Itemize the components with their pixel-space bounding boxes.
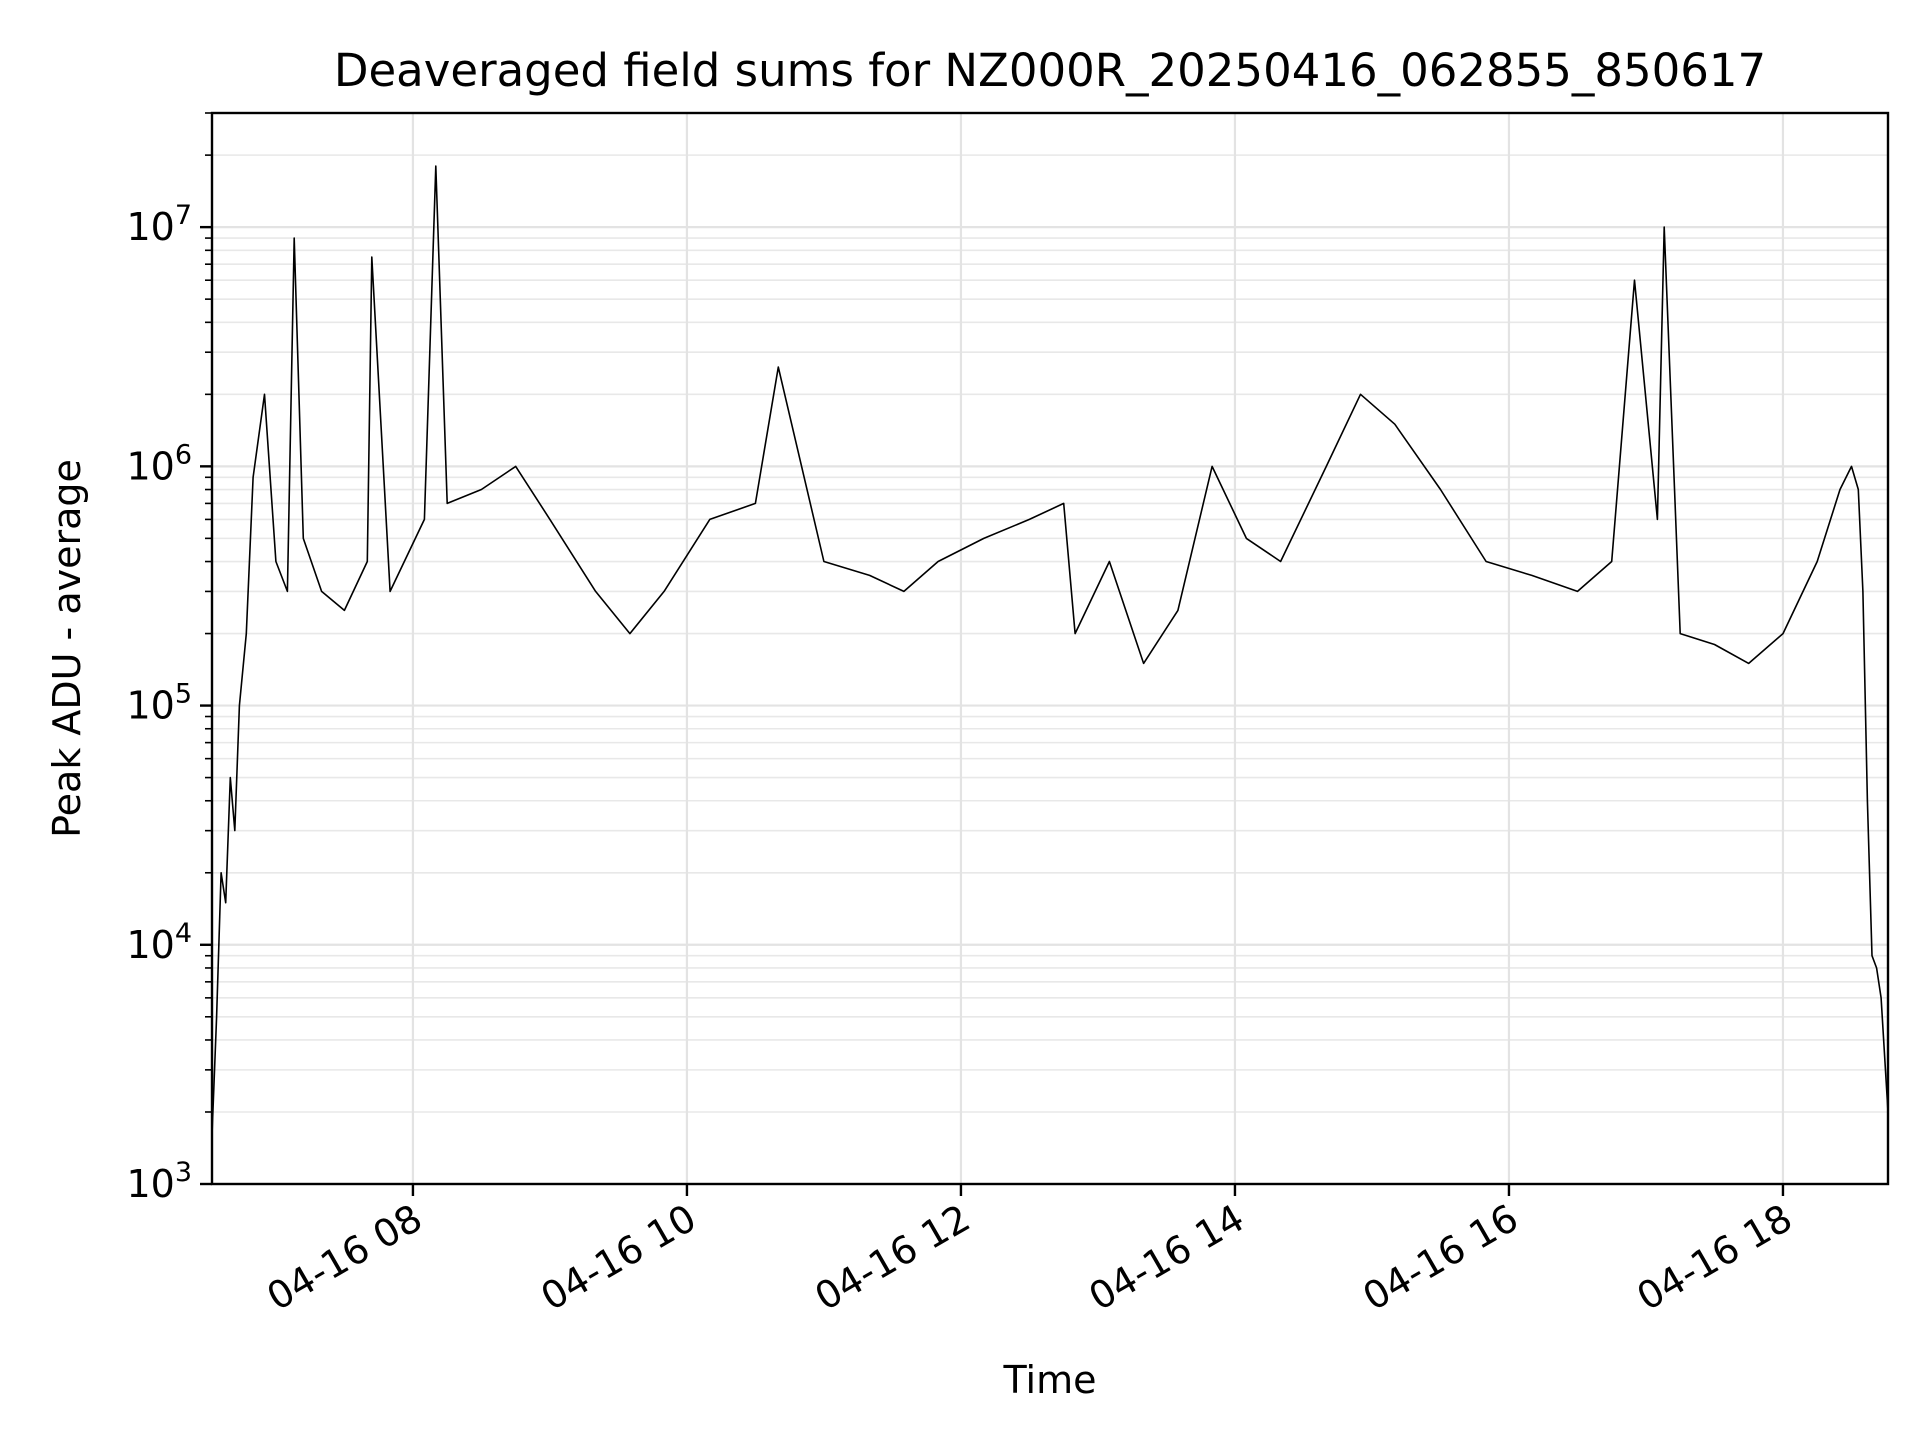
grid-layer [212,112,1888,1186]
y-axis: 103 104 105 106 107 [126,112,212,1206]
x-axis: 04-16 08 04-16 10 04-16 12 04-16 14 04-16 16… [259,1184,1799,1319]
y-tick-label: 107 [126,200,192,249]
x-tick-label: 04-16 12 [807,1196,977,1320]
y-axis-label: Peak ADU - average [45,459,89,838]
chart-title: Deaveraged field sums for NZ000R_2025041… [334,44,1766,97]
x-tick-label: 04-16 16 [1355,1196,1525,1320]
x-tick-label: 04-16 08 [259,1196,429,1320]
series-layer [211,165,1889,1136]
x-tick-label: 04-16 10 [533,1196,703,1320]
x-axis-label: Time [1003,1358,1097,1402]
x-tick-label: 04-16 14 [1081,1196,1251,1320]
plot-frame [210,111,1890,1186]
y-tick-label: 106 [126,439,192,488]
y-tick-label: 104 [126,918,192,967]
y-tick-label: 105 [126,679,192,728]
x-tick-label: 04-16 18 [1629,1196,1799,1320]
y-tick-label: 103 [126,1157,192,1206]
series-line-0 [211,165,1889,1136]
